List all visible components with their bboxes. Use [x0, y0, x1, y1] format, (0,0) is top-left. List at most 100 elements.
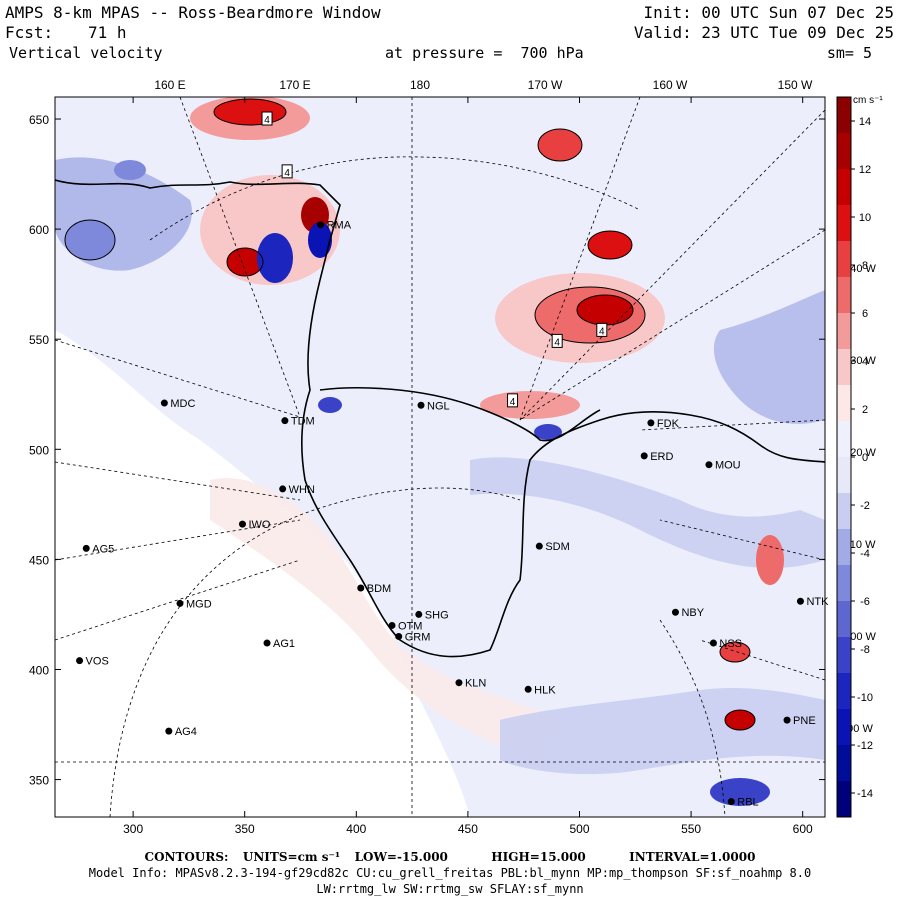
colorbar-swatch — [837, 745, 851, 782]
station-label-pne: PNE — [793, 715, 816, 727]
contour-line — [719, 641, 751, 663]
meridian-line — [55, 339, 301, 418]
descent-band — [500, 688, 825, 775]
parallel-line — [149, 156, 641, 241]
station-label-shg: SHG — [425, 609, 449, 621]
y-axis: 650 600 550 500 450 400 350 — [29, 113, 825, 788]
coastline — [55, 179, 825, 658]
ascent-core — [720, 642, 750, 662]
station-label-tdm: TDM — [291, 416, 315, 428]
station-label-erd: ERD — [650, 451, 673, 463]
contours-label: CONTOURS: — [144, 850, 229, 864]
max-marker-label: 4 — [510, 397, 516, 408]
colorbar-swatch — [837, 781, 851, 818]
colorbar-tick-label: -10 — [857, 692, 873, 704]
y-tick-label: 650 — [29, 113, 49, 127]
x-tick-label: 550 — [681, 822, 701, 836]
colorbar: cm s⁻¹ 14 12 10 8 6 4 2 0 -2 -4 -6 -8 -10 -12 -14 — [836, 95, 883, 818]
station-label-fdk: FDK — [657, 418, 680, 430]
right-longitude-labels: 140 W 130 W 120 W 110 W 100 W 90 W — [844, 263, 876, 735]
interval-value: 1.0000 — [709, 850, 756, 864]
high-value: 15.000 — [539, 850, 586, 864]
station-label-ag5: AG5 — [92, 543, 114, 555]
colorbar-swatch — [837, 97, 851, 134]
station-label-mgd: MGD — [186, 598, 212, 610]
colorbar-tick-label: -8 — [860, 644, 870, 656]
station-label-mou: MOU — [715, 460, 741, 472]
max-marker-label: 4 — [599, 326, 605, 337]
colorbar-swatch — [837, 349, 851, 386]
colorbar-swatch — [837, 673, 851, 710]
colorbar-swatch — [837, 241, 851, 278]
max-marker-box — [281, 164, 293, 179]
station-label-vos: VOS — [86, 656, 109, 668]
map-frame — [54, 96, 826, 818]
forecast-hours: 71 h — [88, 23, 127, 42]
colorbar-swatch — [837, 637, 851, 674]
colorbar-tick-label: 10 — [859, 212, 871, 224]
parallel-line — [109, 487, 521, 817]
max-marker-label: 4 — [284, 168, 290, 179]
colorbar-tick-label: -2 — [860, 500, 870, 512]
station-dot — [165, 727, 173, 735]
map-plot-area — [55, 97, 825, 817]
top-longitude-label: 160 E — [154, 78, 185, 92]
descent-core — [710, 778, 770, 806]
station-dot — [727, 798, 735, 806]
meridian-line — [179, 97, 301, 418]
ascent-core — [538, 129, 582, 161]
meridian-line — [55, 519, 301, 561]
colorbar-tick-label: 14 — [859, 116, 871, 128]
maximum-markers: 4 4 4 4 4 — [261, 111, 608, 408]
contour-line — [537, 128, 583, 162]
colorbar-tick-label: 12 — [859, 164, 871, 176]
station-label-ngl: NGL — [427, 400, 450, 412]
station-dot — [281, 417, 289, 425]
max-marker-label: 4 — [554, 337, 560, 348]
right-longitude-label: 110 W — [845, 539, 877, 551]
colorbar-swatch — [837, 169, 851, 206]
colorbar-swatch — [837, 313, 851, 350]
station-dot — [705, 461, 713, 469]
station-dot — [357, 584, 365, 592]
colorbar-tick-label: -6 — [860, 596, 870, 608]
contour-line — [64, 219, 116, 261]
colorbar-swatch — [837, 601, 851, 638]
descent-core — [534, 424, 562, 440]
station-dot — [395, 632, 403, 640]
station-dot — [388, 621, 396, 629]
contour-line — [534, 286, 646, 344]
descent-core — [318, 397, 342, 413]
ascent-core — [588, 231, 632, 259]
descent-core — [114, 160, 146, 180]
meridian-line — [519, 109, 825, 421]
top-longitude-label: 170 E — [279, 78, 310, 92]
station-dot — [455, 679, 463, 687]
physics-info: LW:rrtmg_lw SW:rrtmg_sw SFLAY:sf_mynn — [316, 882, 584, 896]
station-dot — [417, 401, 425, 409]
station-dot — [160, 399, 168, 407]
units-value: cm s⁻¹ — [297, 850, 341, 864]
colorbar-tick-label: 4 — [862, 356, 868, 368]
station-label-whn: WHN — [289, 484, 315, 496]
colorbar-tick-label: 0 — [862, 452, 868, 464]
descent-band — [470, 457, 825, 569]
colorbar-swatch — [837, 529, 851, 566]
top-longitude-label: 170 W — [528, 78, 563, 92]
descent-core — [65, 220, 115, 260]
max-marker-label: 4 — [264, 115, 270, 126]
colorbar-tick-label: 2 — [862, 404, 868, 416]
station-label-mdc: MDC — [170, 398, 195, 410]
right-longitude-label: 100 W — [844, 631, 876, 643]
ascent-core — [725, 710, 755, 730]
low-value: -15.000 — [396, 850, 448, 864]
colorbar-tick-label: -14 — [857, 788, 873, 800]
model-info: Model Info: MPASv8.2.3-194-gf29cd82c CU:… — [88, 866, 812, 880]
top-longitude-labels: 160 E 170 E 180 170 W 160 W 150 W — [154, 78, 813, 92]
descent-band — [713, 290, 825, 424]
colorbar-swatch — [837, 133, 851, 170]
field-name: Vertical velocity — [9, 44, 163, 62]
meridian-line — [55, 559, 301, 641]
right-longitude-label: 130 W — [844, 355, 876, 367]
